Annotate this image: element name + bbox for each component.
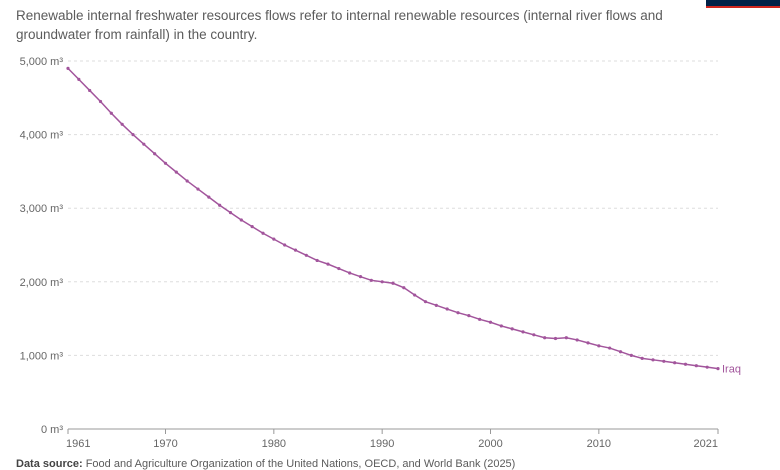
series-line (67, 67, 719, 370)
x-tick-label: 1990 (370, 438, 394, 450)
data-point (564, 336, 568, 340)
x-tick-label: 2000 (478, 438, 502, 450)
data-point (662, 359, 666, 363)
data-point (586, 341, 590, 345)
data-point (640, 356, 644, 360)
data-point (434, 303, 438, 307)
data-point (98, 99, 103, 104)
data-point (683, 362, 688, 366)
data-point (445, 307, 449, 311)
data-point (521, 330, 525, 334)
data-point (261, 231, 265, 235)
data-point (532, 333, 536, 337)
data-point (608, 346, 612, 350)
data-point (131, 133, 135, 137)
chart-subtitle: Renewable internal freshwater resources … (16, 8, 663, 42)
data-point (629, 353, 633, 357)
data-point (207, 195, 211, 199)
data-point (142, 142, 146, 146)
data-point (488, 320, 493, 324)
series-label: Iraq (722, 364, 741, 376)
data-point (77, 77, 81, 81)
y-tick-label: 5,000 m³ (20, 56, 64, 68)
data-point (467, 314, 471, 318)
data-point (304, 253, 308, 257)
data-point (120, 122, 124, 126)
y-tick-label: 4,000 m³ (20, 130, 64, 142)
data-point (358, 275, 363, 279)
data-point (413, 293, 417, 297)
y-tick-label: 2,000 m³ (20, 277, 64, 289)
data-point (456, 311, 460, 315)
x-tick-label: 2021 (694, 438, 718, 450)
y-tick-label: 1,000 m³ (20, 350, 64, 362)
data-point (228, 211, 233, 215)
data-point (499, 324, 503, 328)
data-point (391, 281, 395, 285)
data-source: Data source: Food and Agriculture Organi… (16, 458, 515, 470)
data-point (283, 243, 287, 247)
data-point (510, 327, 514, 331)
source-text: Food and Agriculture Organization of the… (85, 458, 516, 470)
data-point (618, 350, 623, 354)
data-point (88, 88, 92, 93)
data-point (543, 336, 547, 340)
data-point (185, 179, 189, 183)
source-label: Data source: (16, 458, 83, 470)
data-point (293, 248, 298, 252)
x-tick-label: 2010 (587, 438, 611, 450)
data-point (705, 365, 709, 369)
data-point (369, 278, 373, 282)
data-point (348, 271, 352, 275)
data-point (163, 161, 168, 165)
data-point (402, 286, 406, 290)
data-point (239, 218, 243, 222)
data-point (337, 266, 341, 271)
data-point (218, 203, 222, 207)
data-point (196, 187, 200, 191)
data-point (651, 358, 655, 362)
data-point (326, 262, 330, 266)
data-point (380, 280, 384, 284)
data-point (716, 367, 720, 371)
data-point (673, 361, 677, 365)
data-point (153, 152, 157, 156)
y-tick-label: 3,000 m³ (20, 203, 64, 215)
data-point (478, 317, 482, 321)
y-tick-label: 0 m³ (41, 424, 63, 436)
data-point (423, 300, 428, 304)
data-point (174, 170, 178, 174)
data-point (109, 111, 113, 115)
data-point (575, 338, 579, 342)
x-tick-label: 1970 (153, 438, 177, 450)
x-tick-label: 1980 (262, 438, 286, 450)
data-point (694, 364, 698, 368)
logo (706, 0, 780, 8)
data-point (66, 66, 70, 70)
data-point (272, 237, 276, 241)
x-tick-label: 1961 (66, 438, 90, 450)
data-point (597, 344, 601, 348)
data-point (553, 336, 558, 341)
data-point (315, 258, 319, 263)
data-point (250, 225, 254, 229)
